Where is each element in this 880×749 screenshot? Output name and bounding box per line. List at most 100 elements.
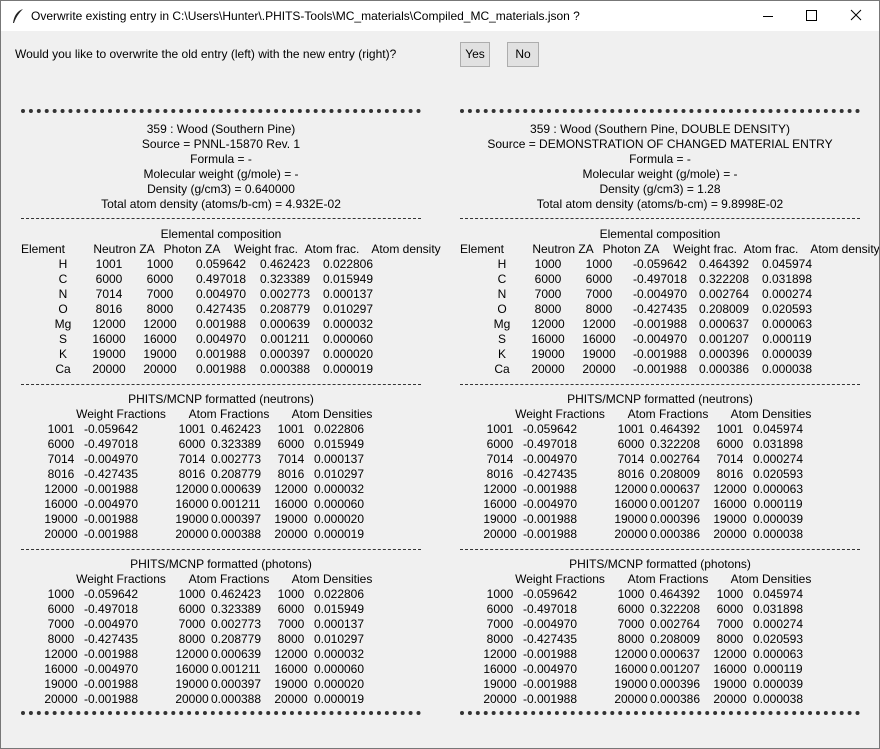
table-cell: 20000: [582, 362, 616, 376]
table-cell: 0.464392: [649, 422, 701, 436]
table-cell: 0.208009: [649, 632, 701, 646]
header-line: Source = DEMONSTRATION OF CHANGED MATERI…: [487, 137, 833, 151]
table-cell: 0.323389: [210, 602, 262, 616]
header-line: Molecular weight (g/mole) = -: [582, 167, 738, 181]
table-cell: -0.059642: [83, 587, 139, 601]
dashed-separator: [21, 384, 421, 385]
table-cell: 0.462423: [210, 422, 262, 436]
table-cell: 0.010297: [322, 302, 374, 316]
table-cell: -0.004970: [632, 332, 688, 346]
table-cell: 12000: [175, 647, 209, 661]
table-cell: 20000: [175, 692, 209, 706]
table-cell: Ca: [55, 362, 71, 376]
table-cell: -0.001988: [522, 512, 578, 526]
table-cell: 0.022806: [313, 422, 365, 436]
table-cell: 16000: [582, 332, 616, 346]
table-cell: 1001: [47, 422, 75, 436]
asterisk-separator: [21, 711, 421, 715]
table-cell: 12000: [582, 317, 616, 331]
table-cell: 0.001211: [260, 332, 310, 346]
header-line: Molecular weight (g/mole) = -: [143, 167, 299, 181]
table-cell: 0.001207: [698, 332, 750, 346]
table-cell: 0.045974: [761, 257, 813, 271]
minimize-button[interactable]: [746, 1, 790, 31]
table-cell: 16000: [614, 662, 648, 676]
table-cell: 1000: [146, 257, 174, 271]
table-cell: 7000: [534, 287, 562, 301]
table-cell: 12000: [274, 647, 308, 661]
table-cell: 0.000137: [322, 287, 374, 301]
table-cell: -0.427435: [83, 467, 139, 481]
table-cell: -0.427435: [83, 632, 139, 646]
table-cell: -0.427435: [522, 467, 578, 481]
table-cell: 6000: [716, 437, 744, 451]
table-cell: 8016: [617, 467, 645, 481]
table-cell: 0.004970: [195, 332, 247, 346]
table-cell: 20000: [92, 362, 126, 376]
maximize-button[interactable]: [790, 1, 834, 31]
section-title: Elemental composition: [160, 227, 282, 241]
column-header: Atom density: [810, 242, 880, 256]
table-cell: 8000: [617, 632, 645, 646]
table-cell: 8016: [178, 467, 206, 481]
table-cell: 1000: [277, 587, 305, 601]
table-cell: 8000: [486, 632, 514, 646]
table-cell: O: [497, 302, 507, 316]
table-cell: 16000: [44, 662, 78, 676]
table-cell: 0.000019: [322, 362, 374, 376]
table-cell: 19000: [175, 677, 209, 691]
no-button[interactable]: No: [507, 42, 539, 67]
table-cell: 6000: [617, 437, 645, 451]
table-cell: 0.000119: [753, 662, 803, 676]
table-cell: 7014: [716, 452, 744, 466]
table-cell: 0.000388: [259, 362, 311, 376]
title-bar: Overwrite existing entry in C:\Users\Hun…: [1, 1, 879, 31]
table-cell: 8000: [146, 302, 174, 316]
material-panel: 359 : Wood (Southern Pine, DOUBLE DENSIT…: [460, 105, 879, 720]
table-cell: -0.001988: [83, 677, 139, 691]
table-cell: 1001: [277, 422, 305, 436]
table-cell: 0.001211: [211, 497, 261, 511]
table-cell: 12000: [175, 482, 209, 496]
table-cell: 0.015949: [313, 602, 365, 616]
table-cell: 7000: [277, 617, 305, 631]
table-cell: 1000: [486, 587, 514, 601]
table-cell: 19000: [44, 677, 78, 691]
question-text: Would you like to overwrite the old entr…: [15, 47, 397, 61]
table-cell: 7000: [716, 617, 744, 631]
column-header: Weight Fractions: [76, 572, 166, 586]
table-cell: 16000: [175, 662, 209, 676]
table-cell: -0.001988: [83, 512, 139, 526]
table-cell: -0.427435: [632, 302, 688, 316]
table-cell: 20000: [483, 527, 517, 541]
yes-button[interactable]: Yes: [460, 42, 490, 67]
table-cell: 1000: [716, 587, 744, 601]
table-cell: 19000: [713, 512, 747, 526]
table-cell: 0.045974: [752, 422, 804, 436]
table-cell: -0.004970: [83, 497, 139, 511]
table-cell: 0.000032: [313, 482, 365, 496]
table-cell: -0.004970: [632, 287, 688, 301]
dashed-separator: [21, 549, 421, 550]
table-cell: 6000: [486, 602, 514, 616]
table-cell: -0.497018: [522, 437, 578, 451]
table-cell: 8016: [486, 467, 514, 481]
table-cell: 0.000386: [649, 692, 701, 706]
table-cell: 1001: [617, 422, 645, 436]
table-cell: 19000: [614, 512, 648, 526]
close-button[interactable]: [834, 1, 878, 31]
table-cell: 12000: [483, 647, 517, 661]
table-cell: 20000: [143, 362, 177, 376]
column-header: Weight Fractions: [515, 572, 605, 586]
column-header: Atom density: [371, 242, 441, 256]
table-cell: Mg: [54, 317, 72, 331]
column-header: Atom Densities: [291, 407, 373, 421]
table-cell: 19000: [713, 677, 747, 691]
table-cell: 0.022806: [313, 587, 365, 601]
table-cell: 0.323389: [210, 437, 262, 451]
table-cell: 1000: [585, 257, 613, 271]
table-cell: 7014: [617, 452, 645, 466]
table-cell: 0.000637: [649, 482, 701, 496]
asterisk-separator: [460, 109, 860, 113]
